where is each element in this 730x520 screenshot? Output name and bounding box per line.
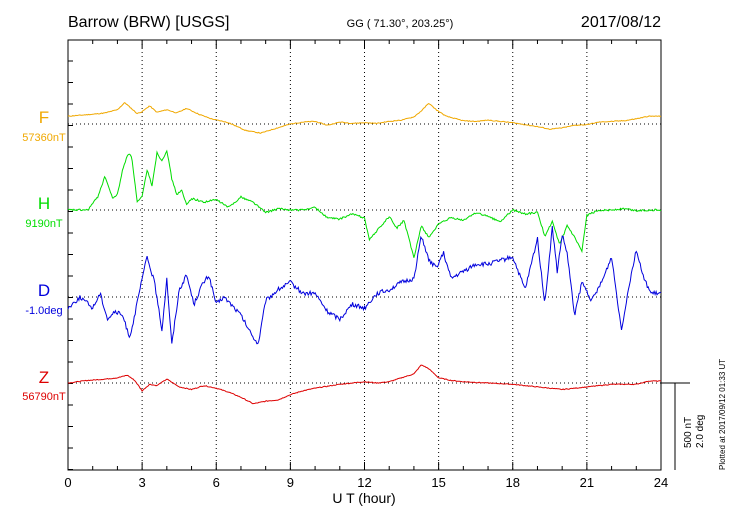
series-baseline-value-z: 56790nT <box>22 391 66 403</box>
scale-bar-deg-label: 2.0 deg <box>695 415 706 448</box>
series-labels: F 57360nT H 9190nT D -1.0deg Z 56790nT <box>22 108 66 403</box>
axis-ticks <box>67 40 662 470</box>
series-baseline-value-h: 9190nT <box>25 218 63 230</box>
x-tick-label: 15 <box>431 475 445 490</box>
series-name-z: Z <box>39 368 49 387</box>
x-tick-label: 12 <box>357 475 371 490</box>
scale-bar-nt-label: 500 nT <box>683 417 694 448</box>
plot-date: 2017/08/12 <box>581 14 661 31</box>
series-baseline-value-f: 57360nT <box>22 132 66 144</box>
x-tick-label: 0 <box>64 475 71 490</box>
series-line-d <box>67 226 662 345</box>
series-baseline-value-d: -1.0deg <box>25 305 62 317</box>
series-name-d: D <box>38 281 50 300</box>
series-line-f <box>67 102 662 134</box>
plotted-at-note: Plotted at 2017/09/12 01:33 UT <box>718 359 727 470</box>
x-tick-labels: 0 3 6 9 12 15 18 21 24 <box>64 475 668 490</box>
x-tick-label: 18 <box>506 475 520 490</box>
x-tick-label: 24 <box>654 475 668 490</box>
vertical-grid <box>141 40 588 470</box>
station-title: Barrow (BRW) [USGS] <box>68 14 230 31</box>
series-baselines <box>68 123 661 384</box>
series-name-f: F <box>39 108 49 127</box>
station-coordinates: GG ( 71.30°, 203.25°) <box>347 18 454 30</box>
series-lines <box>67 102 662 405</box>
x-tick-label: 21 <box>580 475 594 490</box>
x-tick-label: 9 <box>287 475 294 490</box>
series-name-h: H <box>38 194 50 213</box>
series-line-z <box>67 364 662 405</box>
x-axis-label: U T (hour) <box>332 490 395 506</box>
scale-bar: 500 nT 2.0 deg <box>661 382 706 470</box>
x-tick-label: 6 <box>213 475 220 490</box>
x-tick-label: 3 <box>139 475 146 490</box>
